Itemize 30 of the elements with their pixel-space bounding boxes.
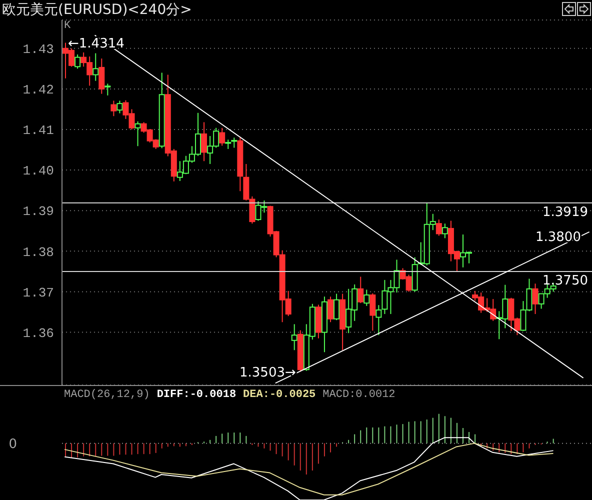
- candlestick: [291, 324, 298, 351]
- chart-title: MACD(26,12,9): [64, 389, 150, 401]
- y-tick-label: 1.40: [22, 164, 54, 179]
- candlestick: [364, 289, 370, 306]
- y-tick-label: 1.43: [22, 42, 54, 58]
- candlestick: [340, 293, 346, 351]
- y-tick-label: 1.41: [22, 123, 54, 138]
- annotation: 1.3503→: [240, 366, 296, 381]
- candlestick: [92, 52, 99, 82]
- candlestick: [98, 58, 105, 94]
- y-tick-label: 1.37: [22, 285, 54, 300]
- ref-line-label: 0: [8, 436, 17, 452]
- candlestick: [231, 137, 238, 148]
- candlestick: [116, 100, 123, 114]
- text: MACD:0.0012: [322, 389, 396, 401]
- ref-line-label: 1.3919: [542, 205, 588, 220]
- y-tick-label: 1.38: [22, 244, 54, 260]
- chart-title: 欧元美元(EURUSD)<240分>: [2, 1, 192, 19]
- annotation: K: [64, 20, 71, 32]
- y-tick-label: 1.39: [22, 204, 54, 220]
- ref-line-label: 1.3750: [542, 274, 588, 289]
- y-tick-label: 1.36: [22, 326, 54, 341]
- candlestick: [376, 304, 382, 336]
- candlestick: [201, 122, 208, 162]
- annotation: 1.3800: [535, 230, 581, 246]
- text: DIFF:-0.0018: [156, 389, 236, 401]
- candlestick: [532, 283, 538, 315]
- candlestick: [321, 296, 328, 353]
- text: DEA:-0.0025: [243, 389, 316, 401]
- y-tick-label: 1.42: [22, 82, 54, 98]
